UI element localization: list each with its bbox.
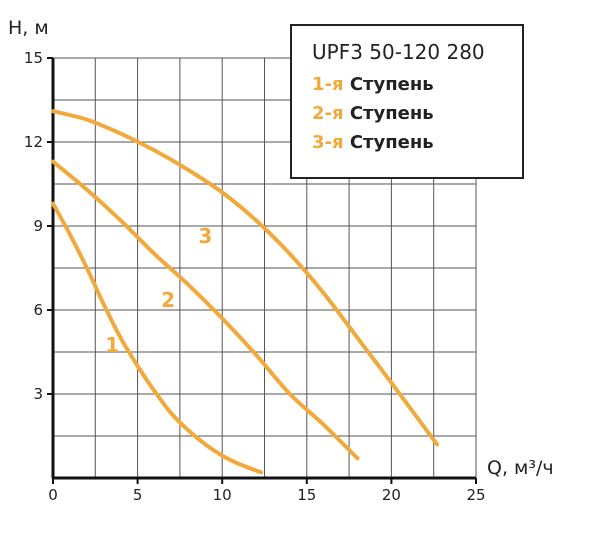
x-tick-label: 25 bbox=[466, 486, 485, 504]
legend-item-2: 2-я Ступень bbox=[312, 103, 434, 124]
legend-item-3: 3-я Ступень bbox=[312, 132, 434, 153]
curve-label-1: 1 bbox=[105, 333, 119, 357]
axes bbox=[47, 57, 477, 484]
x-tick-label: 5 bbox=[133, 486, 143, 504]
y-tick-labels: 3 6 9 12 15 bbox=[24, 49, 43, 403]
series-2-curve bbox=[51, 159, 360, 461]
curve-label-2: 2 bbox=[161, 288, 175, 312]
series-1-curve bbox=[51, 201, 264, 475]
legend-item-3-label: 3-я Ступень bbox=[312, 132, 434, 153]
legend-item-1: 1-я Ступень bbox=[312, 74, 434, 95]
curve-labels: 1 2 3 bbox=[105, 224, 212, 357]
y-tick-label: 9 bbox=[33, 217, 43, 235]
x-tick-label: 15 bbox=[297, 486, 316, 504]
legend-item-1-label: 1-я Ступень bbox=[312, 74, 434, 95]
y-tick-label: 15 bbox=[24, 49, 43, 67]
series-3-curve bbox=[51, 109, 440, 447]
curve-label-3: 3 bbox=[198, 224, 212, 248]
x-tick-labels: 0 5 10 15 20 25 bbox=[48, 486, 485, 504]
legend: UPF3 50-120 280 1-я Ступень 2-я Ступень … bbox=[290, 24, 524, 179]
x-tick-label: 20 bbox=[382, 486, 401, 504]
x-tick-label: 0 bbox=[48, 486, 58, 504]
y-tick-label: 6 bbox=[33, 301, 43, 319]
y-axis-label: H, м bbox=[8, 17, 49, 39]
curves bbox=[51, 109, 440, 475]
y-tick-label: 12 bbox=[24, 133, 43, 151]
legend-item-2-label: 2-я Ступень bbox=[312, 103, 434, 124]
y-tick-label: 3 bbox=[33, 385, 43, 403]
legend-title: UPF3 50-120 280 bbox=[312, 40, 485, 64]
x-tick-label: 10 bbox=[213, 486, 232, 504]
x-axis-label: Q, м³/ч bbox=[487, 457, 554, 479]
